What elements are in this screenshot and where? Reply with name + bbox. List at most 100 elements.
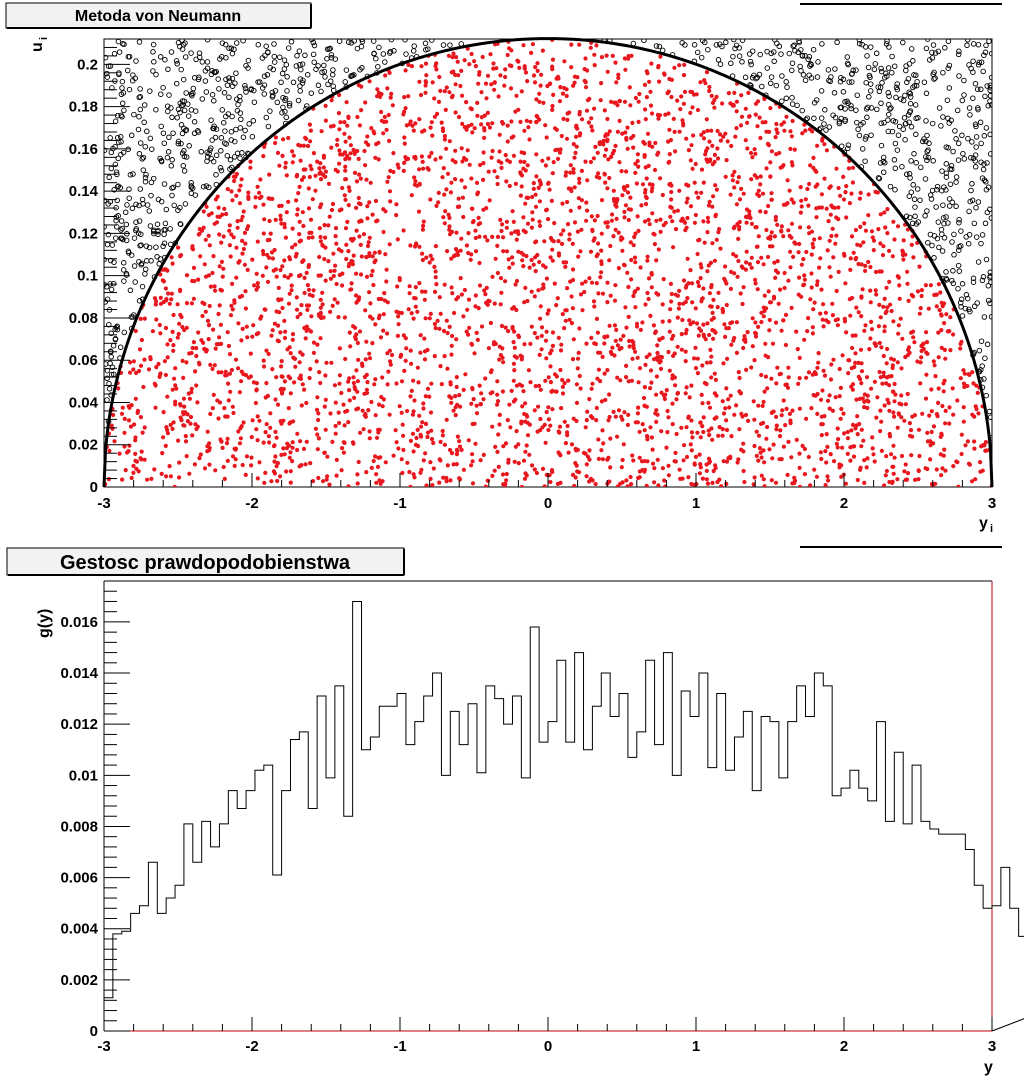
scatter-point-rejected bbox=[970, 275, 977, 282]
scatter-point-accepted bbox=[635, 286, 641, 291]
scatter-point-accepted bbox=[892, 455, 897, 460]
scatter-point-rejected bbox=[141, 119, 147, 126]
scatter-point-accepted bbox=[750, 155, 755, 160]
scatter-point-accepted bbox=[890, 389, 896, 394]
scatter-point-accepted bbox=[702, 78, 707, 83]
scatter-point-accepted bbox=[774, 423, 779, 428]
scatter-point-accepted bbox=[261, 231, 266, 236]
scatter-point-rejected bbox=[929, 49, 935, 56]
scatter-point-rejected bbox=[907, 90, 914, 97]
scatter-point-accepted bbox=[514, 429, 519, 434]
scatter-point-rejected bbox=[112, 326, 118, 332]
scatter-point-accepted bbox=[272, 471, 277, 476]
scatter-point-rejected bbox=[113, 217, 119, 224]
scatter-point-rejected bbox=[950, 148, 956, 155]
scatter-point-accepted bbox=[684, 225, 689, 230]
scatter-point-rejected bbox=[963, 234, 969, 240]
scatter-point-rejected bbox=[160, 84, 166, 91]
scatter-point-accepted bbox=[799, 198, 804, 203]
scatter-point-rejected bbox=[280, 94, 286, 101]
scatter-point-accepted bbox=[238, 436, 243, 441]
scatter-point-rejected bbox=[968, 154, 974, 161]
scatter-point-accepted bbox=[626, 379, 631, 384]
scatter-point-accepted bbox=[841, 411, 846, 416]
scatter-point-accepted bbox=[278, 213, 283, 218]
scatter-point-rejected bbox=[798, 47, 804, 53]
scatter-point-accepted bbox=[736, 258, 741, 264]
scatter-point-accepted bbox=[833, 241, 838, 246]
scatter-point-accepted bbox=[497, 344, 502, 349]
scatter-point-accepted bbox=[411, 449, 416, 454]
scatter-point-accepted bbox=[490, 274, 495, 279]
scatter-point-accepted bbox=[470, 459, 475, 464]
scatter-point-accepted bbox=[623, 203, 629, 208]
scatter-point-accepted bbox=[528, 380, 533, 385]
scatter-point-accepted bbox=[357, 123, 362, 128]
scatter-point-accepted bbox=[430, 483, 435, 487]
scatter-point-accepted bbox=[909, 330, 914, 335]
scatter-point-accepted bbox=[756, 403, 761, 408]
scatter-point-accepted bbox=[634, 324, 640, 329]
scatter-point-accepted bbox=[337, 381, 342, 386]
scatter-point-accepted bbox=[196, 277, 201, 282]
scatter-point-accepted bbox=[244, 324, 249, 329]
scatter-point-accepted bbox=[481, 452, 486, 457]
scatter-point-accepted bbox=[298, 311, 303, 317]
scatter-point-accepted bbox=[622, 99, 628, 104]
scatter-point-accepted bbox=[661, 277, 666, 282]
scatter-point-accepted bbox=[519, 421, 524, 426]
scatter-point-accepted bbox=[318, 239, 323, 244]
scatter-point-accepted bbox=[367, 436, 372, 441]
scatter-point-accepted bbox=[798, 210, 804, 215]
scatter-point-accepted bbox=[777, 457, 782, 462]
scatter-point-accepted bbox=[332, 268, 337, 273]
scatter-point-accepted bbox=[318, 336, 323, 341]
scatter-point-accepted bbox=[493, 444, 498, 449]
scatter-point-accepted bbox=[715, 146, 720, 151]
scatter-point-accepted bbox=[599, 231, 604, 236]
scatter-point-accepted bbox=[466, 297, 472, 302]
scatter-point-accepted bbox=[457, 393, 462, 398]
scatter-point-accepted bbox=[358, 272, 364, 277]
scatter-point-accepted bbox=[279, 452, 284, 457]
scatter-point-accepted bbox=[563, 441, 569, 446]
scatter-point-accepted bbox=[422, 336, 427, 341]
scatter-point-accepted bbox=[363, 308, 368, 313]
scatter-point-accepted bbox=[918, 306, 923, 311]
scatter-point-accepted bbox=[241, 209, 246, 214]
scatter-point-rejected bbox=[311, 59, 317, 65]
scatter-point-accepted bbox=[805, 186, 810, 192]
scatter-point-accepted bbox=[550, 469, 555, 475]
scatter-point-accepted bbox=[506, 257, 511, 262]
scatter-point-accepted bbox=[356, 459, 361, 465]
scatter-point-rejected bbox=[311, 42, 318, 49]
scatter-point-accepted bbox=[749, 265, 754, 270]
scatter-point-accepted bbox=[878, 408, 883, 413]
scatter-point-accepted bbox=[704, 477, 710, 482]
scatter-point-accepted bbox=[972, 414, 977, 419]
scatter-point-accepted bbox=[628, 240, 633, 245]
scatter-point-accepted bbox=[495, 402, 500, 407]
scatter-point-accepted bbox=[339, 468, 344, 473]
scatter-point-accepted bbox=[596, 437, 601, 442]
scatter-point-accepted bbox=[420, 420, 425, 425]
scatter-point-accepted bbox=[715, 128, 720, 134]
scatter-point-rejected bbox=[817, 125, 824, 131]
scatter-point-accepted bbox=[561, 228, 566, 233]
scatter-point-accepted bbox=[866, 192, 871, 197]
scatter-point-rejected bbox=[981, 52, 987, 58]
scatter-point-accepted bbox=[252, 283, 257, 288]
scatter-point-accepted bbox=[850, 180, 856, 185]
scatter-point-accepted bbox=[367, 290, 372, 295]
scatter-point-accepted bbox=[216, 416, 221, 421]
scatter-point-accepted bbox=[287, 255, 292, 260]
scatter-point-accepted bbox=[131, 367, 136, 372]
scatter-point-accepted bbox=[349, 258, 354, 264]
scatter-point-accepted bbox=[786, 375, 791, 380]
scatter-point-accepted bbox=[699, 132, 704, 137]
scatter-point-rejected bbox=[739, 39, 746, 43]
scatter-point-accepted bbox=[802, 282, 807, 287]
scatter-point-accepted bbox=[243, 289, 248, 294]
scatter-point-accepted bbox=[883, 473, 888, 478]
scatter-point-accepted bbox=[595, 213, 600, 219]
